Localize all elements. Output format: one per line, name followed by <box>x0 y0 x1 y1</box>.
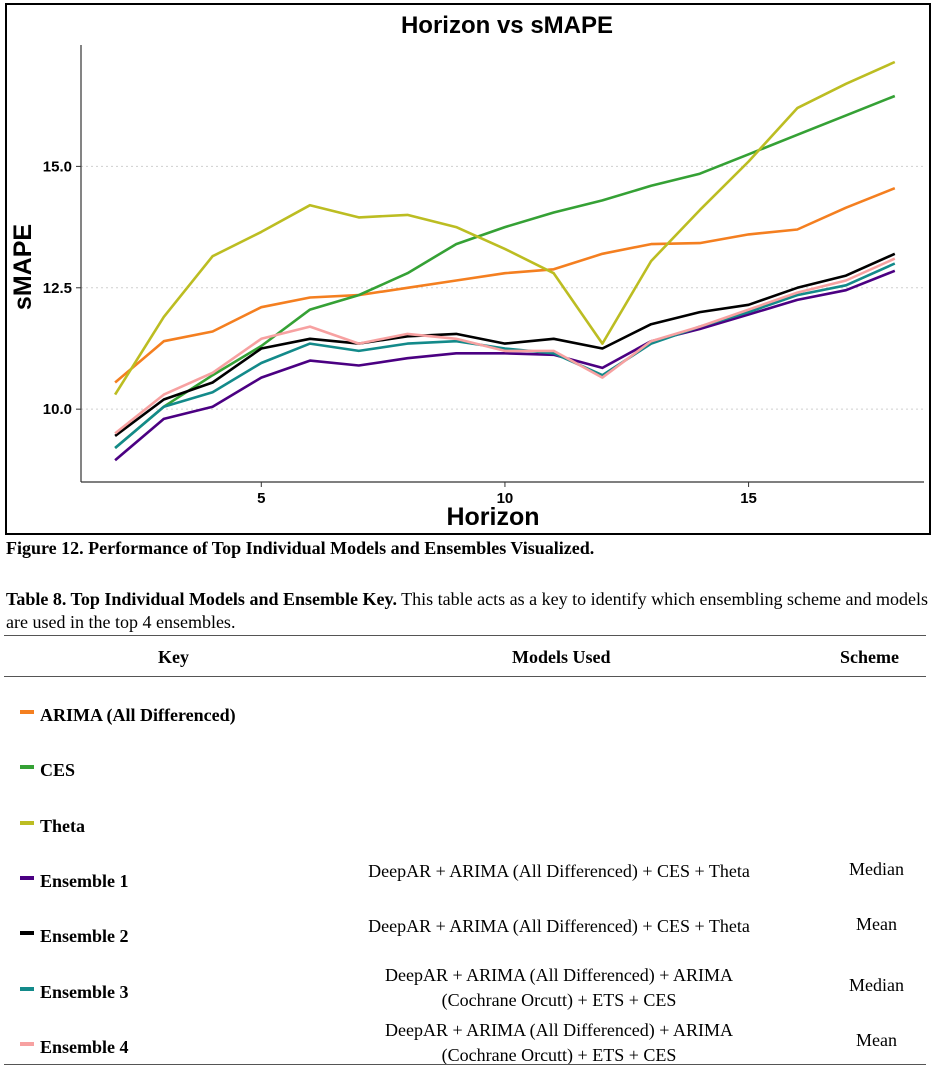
legend-swatch <box>20 875 34 880</box>
table-header-rule <box>4 676 926 677</box>
x-tick-label: 10 <box>497 490 514 507</box>
table-row: ARIMA (All Differenced) <box>4 688 926 742</box>
key-name: Ensemble 2 <box>40 926 129 947</box>
x-axis-title: Horizon <box>446 503 539 531</box>
legend-swatch <box>20 1041 34 1046</box>
models-used: DeepAR + ARIMA (All Differenced) + CES +… <box>304 914 814 939</box>
x-tick-label: 5 <box>257 490 265 507</box>
y-tick-label: 10.0 <box>43 401 72 418</box>
header-key: Key <box>158 647 189 667</box>
table-row: Ensemble 4 DeepAR + ARIMA (All Difference… <box>4 1020 926 1074</box>
chart-frame: Horizon vs sMAPE 10.0 12.5 15.0 5 10 15 Horiz… <box>5 3 931 535</box>
series-lines <box>113 60 896 462</box>
models-used: DeepAR + ARIMA (All Differenced) + CES +… <box>304 859 814 884</box>
series-line-arima-all-differenced <box>114 186 896 384</box>
line-chart: Horizon vs sMAPE 10.0 12.5 15.0 5 10 15 Horiz… <box>9 12 924 531</box>
models-used-line: DeepAR + ARIMA (All Differenced) + ARIMA <box>385 1019 733 1040</box>
series-line-ensemble-2 <box>114 252 896 437</box>
series-line-ensemble-3 <box>114 262 896 449</box>
legend-swatch <box>20 820 34 825</box>
key-name: ARIMA (All Differenced) <box>40 705 236 725</box>
key-name: Ensemble 4 <box>40 1036 129 1057</box>
legend-swatch <box>20 931 34 936</box>
scheme: Median <box>849 974 904 995</box>
models-used-line: (Cochrane Orcutt) + ETS + CES <box>441 1044 677 1065</box>
key-name: Ensemble 3 <box>40 981 129 1002</box>
table-bottom-rule <box>4 1064 926 1065</box>
table-caption-title: Table 8. Top Individual Models and Ensem… <box>6 589 397 609</box>
series-line-ensemble-1 <box>114 269 896 462</box>
key-name: Ensemble 1 <box>40 870 129 891</box>
scheme: Mean <box>856 1029 897 1050</box>
axis-ticks: 10.0 12.5 15.0 5 10 15 <box>43 158 757 507</box>
models-used-line: DeepAR + ARIMA (All Differenced) + CES +… <box>368 916 750 937</box>
figure-caption: Figure 12. Performance of Top Individual… <box>6 538 595 558</box>
table-caption: Table 8. Top Individual Models and Ensem… <box>6 588 931 634</box>
y-axis-title: sMAPE <box>9 224 37 310</box>
scheme: Median <box>849 858 904 879</box>
chart-title: Horizon vs sMAPE <box>401 12 613 39</box>
scheme: Mean <box>856 914 897 935</box>
table-row: CES <box>4 743 926 797</box>
legend-swatch <box>20 710 34 714</box>
models-used: DeepAR + ARIMA (All Differenced) + ARIMA… <box>304 1018 814 1068</box>
header-models: Models Used <box>512 647 611 667</box>
table-top-rule <box>4 635 926 636</box>
y-tick-label: 12.5 <box>43 280 72 297</box>
key-name: CES <box>40 760 76 781</box>
gridlines <box>81 165 924 410</box>
series-line-ensemble-4 <box>114 257 896 435</box>
models-used-line: DeepAR + ARIMA (All Differenced) + ARIMA <box>385 964 733 985</box>
models-used-line: (Cochrane Orcutt) + ETS + CES <box>441 989 677 1010</box>
header-scheme: Scheme <box>840 647 899 667</box>
series-line-ces <box>114 94 896 449</box>
table-row: Ensemble 2 DeepAR + ARIMA (All Difference… <box>4 909 926 963</box>
x-tick-label: 15 <box>740 490 757 507</box>
legend-swatch <box>20 986 34 991</box>
models-used-line: DeepAR + ARIMA (All Differenced) + CES +… <box>368 860 750 881</box>
models-used: DeepAR + ARIMA (All Differenced) + ARIMA… <box>304 963 814 1013</box>
table-row: Ensemble 1 DeepAR + ARIMA (All Difference… <box>4 854 926 908</box>
table-caption-text: This table acts as a key to identify whi… <box>6 589 929 632</box>
table-row: Ensemble 3 DeepAR + ARIMA (All Difference… <box>4 965 926 1019</box>
key-name: Theta <box>40 815 85 836</box>
table-row: Theta <box>4 799 926 853</box>
legend-swatch <box>20 765 34 770</box>
y-tick-label: 15.0 <box>43 158 72 175</box>
series-line-theta <box>113 60 896 396</box>
